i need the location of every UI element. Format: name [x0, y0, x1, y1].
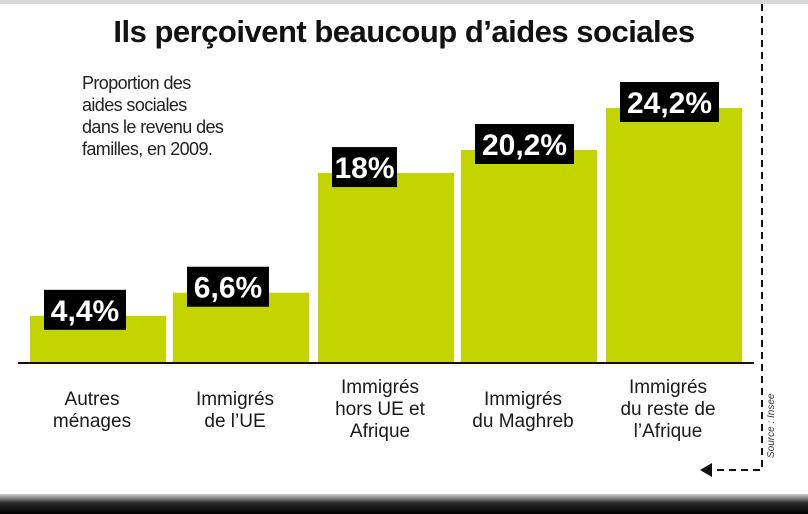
top-rule [0, 0, 808, 4]
category-label-line: du reste de [620, 399, 715, 420]
category-label-line: Autres [65, 389, 120, 410]
category-label-line: ménages [53, 411, 131, 432]
category-label-line: Immigrés [629, 377, 707, 398]
category-label: Immigrés du reste de l’Afrique [620, 377, 715, 442]
bars-layer [30, 108, 742, 362]
subtitle-line: aides sociales [82, 95, 187, 115]
value-label-box [44, 289, 126, 330]
value-label: 18% [334, 152, 394, 185]
bar [461, 149, 597, 362]
chart-title: Ils perçoivent beaucoup d’aides sociales [113, 14, 695, 49]
bottom-shade [0, 494, 808, 514]
category-label-line: Immigrés [196, 389, 274, 410]
category-label: Autres ménages [53, 389, 131, 432]
category-label-line: Afrique [350, 421, 410, 442]
category-label-line: l’Afrique [634, 421, 703, 442]
category-label-line: de l’UE [204, 411, 265, 432]
chart-subtitle: Proportion des aides sociales dans le re… [82, 72, 282, 160]
bar [606, 108, 742, 362]
bar [318, 173, 454, 362]
subtitle-line: dans le revenu des [82, 117, 224, 137]
category-label: Immigrés du Maghreb [472, 389, 573, 432]
source-note: Source : Insee [766, 393, 777, 458]
value-label: 20,2% [482, 129, 567, 162]
subtitle-line: Proportion des [82, 73, 191, 93]
value-label: 4,4% [51, 295, 119, 328]
value-label-box [475, 123, 574, 164]
arrow-head-icon [700, 463, 712, 477]
value-label-box [187, 266, 269, 307]
value-label: 24,2% [627, 87, 712, 120]
value-label: 6,6% [194, 272, 262, 305]
category-label: Immigrés de l’UE [196, 389, 274, 432]
category-label-line: du Maghreb [472, 411, 573, 432]
value-label-box [332, 147, 397, 188]
category-label-line: Immigrés [484, 389, 562, 410]
category-label: Immigrés hors UE et Afrique [335, 377, 425, 442]
subtitle-line: familles, en 2009. [82, 139, 213, 159]
category-label-line: Immigrés [341, 377, 419, 398]
category-label-line: hors UE et [335, 399, 425, 420]
value-label-box [620, 82, 719, 122]
